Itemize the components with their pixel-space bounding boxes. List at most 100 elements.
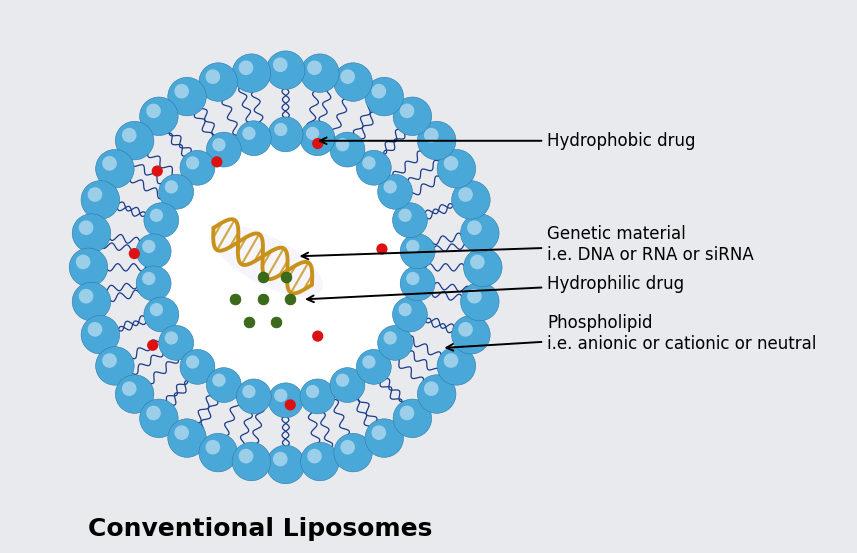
Circle shape: [142, 272, 155, 285]
Circle shape: [273, 452, 288, 466]
Circle shape: [165, 180, 178, 194]
Circle shape: [437, 149, 476, 188]
Circle shape: [150, 303, 163, 316]
Circle shape: [232, 442, 271, 481]
Circle shape: [365, 419, 404, 457]
Circle shape: [452, 181, 490, 219]
Circle shape: [378, 174, 412, 209]
Circle shape: [467, 221, 482, 235]
Circle shape: [452, 316, 490, 354]
Circle shape: [363, 356, 375, 369]
Text: Hydrophilic drug: Hydrophilic drug: [307, 275, 684, 302]
Circle shape: [340, 69, 355, 84]
Circle shape: [384, 331, 397, 345]
Circle shape: [159, 174, 194, 209]
Circle shape: [357, 349, 392, 384]
Circle shape: [372, 84, 387, 98]
Circle shape: [330, 368, 365, 403]
Circle shape: [237, 121, 272, 155]
Point: [128, 249, 141, 258]
Circle shape: [267, 445, 305, 484]
Point: [150, 166, 164, 175]
Circle shape: [87, 187, 102, 202]
Circle shape: [406, 240, 419, 253]
Text: Phospholipid
i.e. anionic or cationic or neutral: Phospholipid i.e. anionic or cationic or…: [446, 314, 817, 353]
Circle shape: [334, 63, 372, 101]
Circle shape: [340, 440, 355, 455]
Circle shape: [334, 434, 372, 472]
Circle shape: [460, 214, 499, 252]
Circle shape: [300, 121, 335, 155]
Circle shape: [96, 347, 135, 385]
Circle shape: [144, 297, 179, 332]
Circle shape: [301, 54, 339, 92]
Circle shape: [365, 77, 404, 116]
Circle shape: [116, 375, 154, 413]
Circle shape: [384, 180, 397, 194]
Circle shape: [147, 406, 161, 420]
Circle shape: [199, 434, 237, 472]
Text: Conventional Liposomes: Conventional Liposomes: [88, 517, 433, 541]
Circle shape: [306, 127, 319, 140]
Circle shape: [424, 382, 439, 396]
Circle shape: [81, 316, 120, 354]
Circle shape: [239, 449, 254, 463]
Circle shape: [174, 84, 189, 98]
Circle shape: [136, 266, 171, 301]
Point: [210, 158, 224, 166]
Circle shape: [467, 289, 482, 304]
Circle shape: [147, 103, 161, 118]
Circle shape: [444, 156, 458, 171]
Point: [279, 272, 292, 281]
Point: [311, 332, 325, 341]
Circle shape: [274, 389, 287, 402]
Circle shape: [460, 283, 499, 321]
Circle shape: [144, 203, 179, 238]
Circle shape: [372, 425, 387, 440]
Circle shape: [102, 156, 117, 171]
Circle shape: [213, 138, 225, 152]
Circle shape: [399, 406, 414, 420]
Circle shape: [458, 187, 473, 202]
Circle shape: [393, 203, 428, 238]
Circle shape: [72, 214, 111, 252]
Circle shape: [406, 272, 419, 285]
Circle shape: [378, 326, 412, 361]
Circle shape: [268, 383, 303, 418]
Circle shape: [399, 303, 411, 316]
Text: Hydrophobic drug: Hydrophobic drug: [320, 132, 696, 150]
Circle shape: [239, 60, 254, 75]
Text: Genetic material
i.e. DNA or RNA or siRNA: Genetic material i.e. DNA or RNA or siRN…: [302, 225, 754, 264]
Circle shape: [267, 51, 305, 90]
Circle shape: [206, 69, 220, 84]
Circle shape: [268, 117, 303, 152]
Circle shape: [116, 121, 154, 160]
Point: [284, 400, 297, 409]
Circle shape: [79, 289, 93, 304]
Circle shape: [186, 156, 199, 170]
Circle shape: [159, 142, 411, 393]
Circle shape: [273, 58, 288, 72]
Circle shape: [357, 150, 392, 185]
Circle shape: [79, 221, 93, 235]
Point: [146, 341, 159, 349]
Circle shape: [417, 375, 456, 413]
Circle shape: [180, 150, 215, 185]
Circle shape: [400, 266, 435, 301]
Circle shape: [140, 399, 178, 437]
Circle shape: [72, 283, 111, 321]
Circle shape: [168, 419, 207, 457]
Circle shape: [444, 353, 458, 368]
Circle shape: [399, 208, 411, 222]
Point: [243, 318, 256, 327]
Circle shape: [75, 254, 90, 269]
Circle shape: [336, 374, 349, 387]
Circle shape: [470, 254, 485, 269]
Circle shape: [400, 234, 435, 269]
Circle shape: [330, 132, 365, 167]
Circle shape: [464, 248, 502, 286]
Circle shape: [393, 297, 428, 332]
Point: [270, 318, 284, 327]
Point: [375, 244, 389, 253]
Circle shape: [180, 349, 215, 384]
